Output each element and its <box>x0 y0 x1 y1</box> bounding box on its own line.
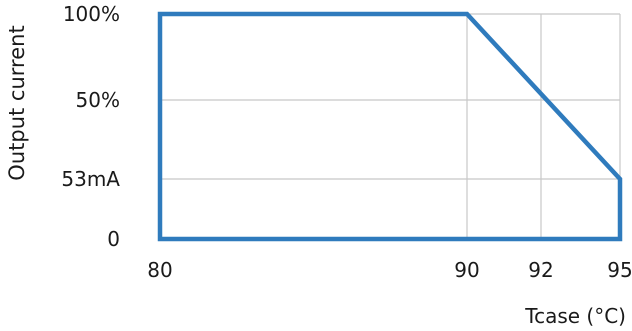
derating-curve <box>157 11 623 242</box>
y-tick-labels: 0 53mA 50% 100% <box>61 2 120 251</box>
x-tick-labels: 80 90 92 95 <box>147 258 632 282</box>
y-axis-label: Output current <box>5 25 29 180</box>
y-tick-label: 50% <box>76 88 120 112</box>
y-tick-label: 53mA <box>61 167 120 191</box>
x-axis-label: Tcase (°C) <box>524 304 626 328</box>
grid-lines <box>159 13 621 240</box>
x-tick-label: 92 <box>528 258 553 282</box>
y-tick-label: 100% <box>63 2 120 26</box>
x-tick-label: 80 <box>147 258 172 282</box>
x-tick-label: 95 <box>607 258 632 282</box>
x-tick-label: 90 <box>454 258 479 282</box>
series-layer <box>157 11 623 242</box>
y-tick-label: 0 <box>107 227 120 251</box>
